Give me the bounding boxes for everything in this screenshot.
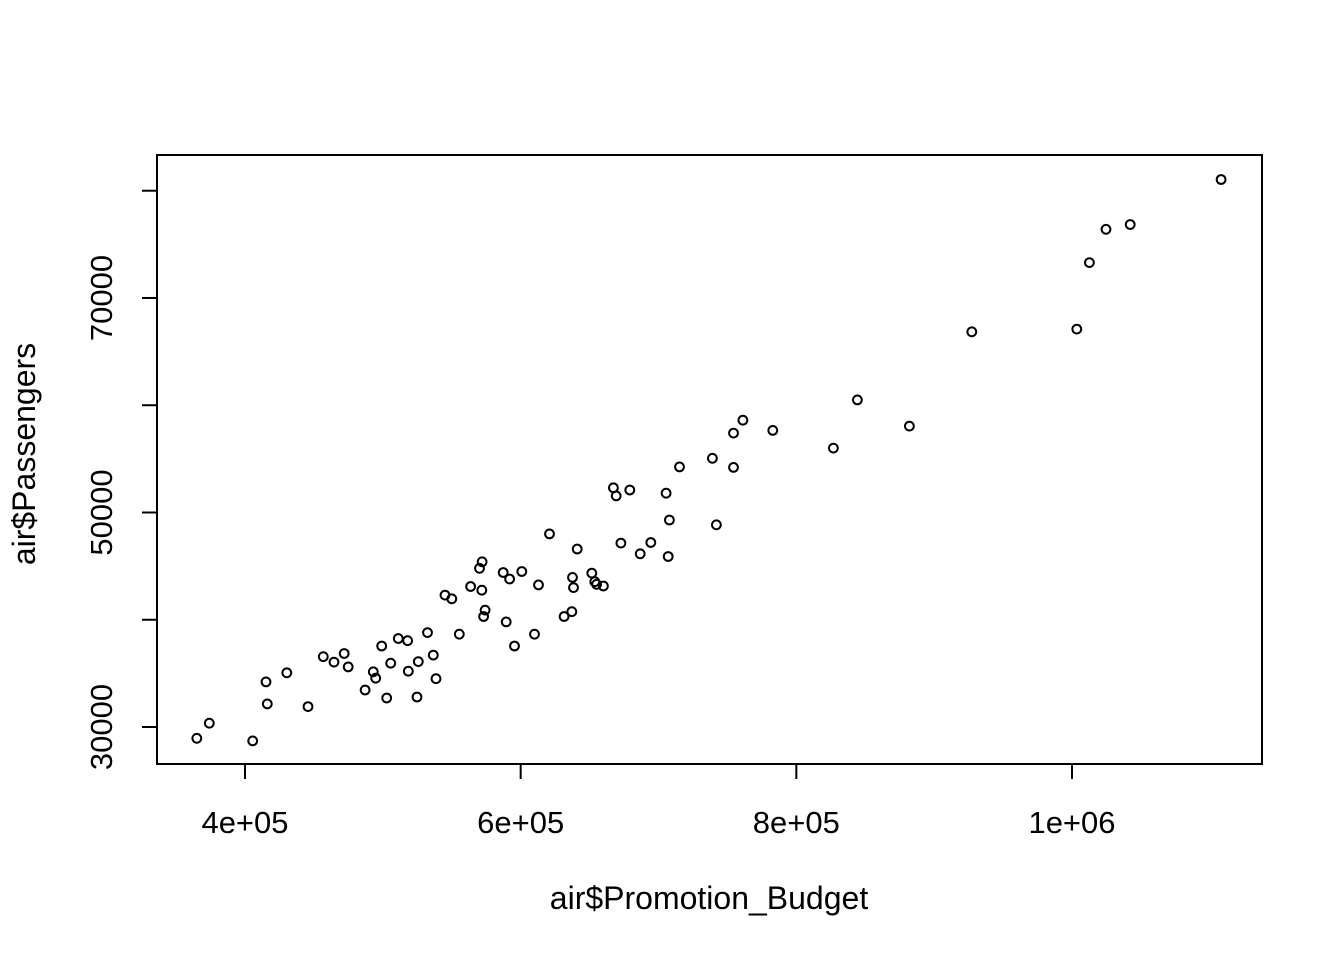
- data-point: [728, 462, 739, 473]
- data-point: [504, 573, 516, 585]
- data-point: [711, 519, 722, 531]
- data-point: [529, 628, 540, 640]
- data-point: [367, 666, 379, 678]
- data-point: [328, 656, 340, 668]
- x-tick-label: 1e+06: [1028, 805, 1115, 840]
- data-point: [737, 414, 749, 426]
- data-point: [359, 684, 371, 696]
- data-point: [598, 580, 609, 592]
- data-point: [422, 627, 433, 638]
- data-point: [516, 566, 528, 577]
- data-point: [634, 548, 646, 560]
- data-point: [1071, 323, 1083, 335]
- data-point: [430, 673, 442, 685]
- y-axis: 30000 50000 70000: [84, 189, 157, 770]
- y-tick-label: 70000: [84, 255, 119, 341]
- data-point: [1084, 257, 1095, 269]
- data-point: [247, 735, 259, 747]
- data-point: [476, 556, 488, 568]
- data-point: [610, 490, 622, 502]
- data-point: [411, 691, 423, 703]
- data-point: [1100, 223, 1112, 235]
- data-points-layer: [191, 174, 1227, 747]
- plot-area-border: [156, 154, 1263, 765]
- data-point: [476, 584, 488, 596]
- x-axis: 4e+05 6e+05 8e+05 1e+06: [201, 764, 1116, 840]
- data-point: [370, 672, 382, 684]
- data-point: [624, 484, 636, 496]
- data-point: [427, 649, 439, 661]
- data-point: [500, 616, 512, 628]
- data-point: [302, 701, 314, 712]
- data-point: [728, 427, 739, 439]
- data-point: [342, 661, 354, 673]
- x-axis-label: air$Promotion_Budget: [550, 880, 869, 916]
- data-point: [660, 487, 672, 499]
- data-point: [509, 640, 520, 652]
- data-point: [381, 692, 393, 704]
- data-point: [567, 572, 578, 583]
- data-point: [376, 640, 388, 652]
- y-tick-label: 30000: [84, 684, 119, 770]
- data-point: [662, 551, 674, 562]
- data-point: [260, 676, 272, 688]
- data-point: [767, 425, 779, 436]
- data-point: [338, 648, 350, 659]
- data-point: [392, 633, 404, 644]
- data-point: [828, 442, 839, 454]
- y-axis-label: air$Passengers: [6, 343, 42, 565]
- data-point: [453, 628, 465, 640]
- data-point: [615, 537, 627, 549]
- data-point: [446, 593, 458, 605]
- data-point: [479, 604, 491, 616]
- data-point: [591, 578, 602, 590]
- data-point: [674, 461, 685, 473]
- data-point: [571, 543, 583, 555]
- data-point: [203, 717, 215, 729]
- data-point: [1215, 174, 1227, 185]
- data-point: [966, 326, 978, 338]
- data-point: [385, 657, 397, 669]
- data-point: [281, 667, 293, 679]
- data-point: [1124, 219, 1136, 230]
- data-point: [533, 579, 544, 591]
- x-tick-label: 4e+05: [201, 805, 288, 840]
- data-point: [261, 698, 273, 710]
- data-point: [558, 611, 570, 622]
- data-point: [412, 656, 424, 667]
- data-point: [497, 567, 509, 578]
- x-tick-label: 8e+05: [753, 805, 840, 840]
- data-point: [852, 394, 863, 406]
- data-point: [544, 528, 555, 540]
- data-point: [402, 635, 414, 647]
- data-point: [478, 611, 490, 622]
- data-point: [465, 581, 477, 592]
- data-point: [904, 420, 915, 432]
- data-point: [566, 606, 578, 618]
- data-point: [317, 651, 329, 663]
- y-tick-label: 50000: [84, 469, 119, 555]
- data-point: [474, 562, 485, 574]
- data-point: [664, 514, 675, 526]
- data-point: [568, 582, 579, 593]
- data-point: [402, 665, 414, 677]
- data-point: [191, 732, 203, 744]
- data-point: [707, 452, 718, 464]
- data-point: [645, 537, 657, 548]
- data-point: [586, 567, 598, 579]
- x-tick-label: 6e+05: [477, 805, 564, 840]
